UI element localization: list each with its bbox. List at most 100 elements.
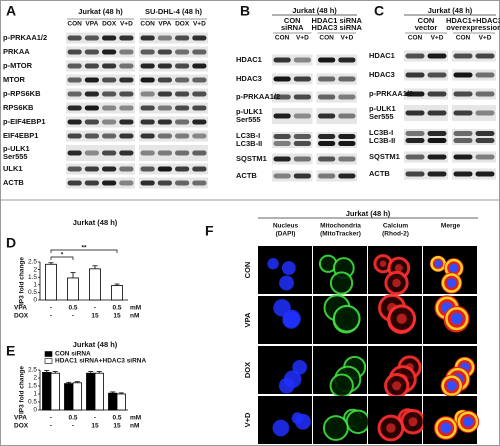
bar: [50, 372, 60, 411]
blot-band: [405, 171, 425, 177]
y-tick-label: 0: [33, 297, 37, 304]
row-label: LC3B-II: [369, 136, 395, 145]
blot-band: [405, 72, 425, 78]
group-title: siRNA: [281, 23, 304, 32]
blot-band: [140, 35, 155, 41]
panel-letter: C: [374, 3, 384, 19]
cell-core: [324, 260, 332, 267]
cell-core: [392, 278, 401, 288]
column-label: V+D: [296, 35, 309, 42]
blot-strip: [66, 32, 135, 44]
blot-band: [157, 91, 172, 97]
y-tick-label: 1.5: [28, 383, 37, 390]
blot-band: [405, 53, 425, 59]
blot-band: [475, 131, 495, 136]
column-label: V+D: [479, 35, 492, 42]
column-label: VPA: [85, 21, 98, 28]
row-label: ULK1: [3, 164, 23, 173]
blot-band: [318, 94, 336, 100]
blot-band: [140, 150, 155, 156]
blot-band: [84, 91, 99, 97]
blot-band: [192, 105, 207, 111]
blot-band: [119, 180, 134, 186]
row-label: HDAC3: [236, 74, 262, 83]
treatment-level: -: [50, 313, 52, 320]
row-label: MTOR: [3, 75, 26, 84]
bar: [89, 268, 101, 301]
blot-band: [405, 131, 425, 136]
blot-band: [157, 63, 172, 69]
blot-band: [102, 49, 117, 55]
blot-band: [119, 166, 134, 172]
blot-band: [157, 166, 172, 172]
channel-label: (Rhod-2): [382, 231, 409, 238]
blot-band: [293, 141, 311, 146]
panel-letter: A: [6, 3, 16, 19]
blot-band: [427, 171, 447, 177]
condition-label: V+D: [243, 412, 252, 427]
blot-band: [293, 76, 311, 82]
y-axis-label: IP3 fold change: [19, 366, 26, 414]
blot-band: [338, 173, 356, 179]
blot-band: [318, 141, 336, 146]
group-title: vector: [415, 23, 438, 32]
blot-band: [273, 57, 291, 63]
blot-band: [192, 77, 207, 83]
chart-title: Jurkat (48 h): [73, 218, 118, 227]
treatment-unit: nM: [130, 423, 139, 430]
blot-band: [192, 91, 207, 97]
blot-band: [67, 150, 82, 156]
blot-band: [119, 63, 134, 69]
cell-nucleus: [434, 260, 442, 268]
blot-strip: [139, 102, 208, 114]
blot-band: [119, 150, 134, 156]
nucleus: [281, 261, 296, 275]
blot-band: [140, 133, 155, 139]
cell-overlap: [435, 417, 457, 439]
blot-band: [175, 91, 190, 97]
y-tick-label: 1.5: [28, 274, 37, 281]
blot-band: [119, 77, 134, 83]
cell-core: [337, 381, 347, 391]
blot-strip: [316, 73, 357, 85]
bar: [45, 263, 57, 301]
blot-band: [273, 173, 291, 179]
row-label: ACTB: [236, 171, 257, 180]
blot-strip: [139, 46, 208, 58]
blot-band: [102, 180, 117, 186]
y-tick-label: 2: [33, 266, 37, 273]
treatment-level: 0.5: [112, 415, 121, 422]
blot-band: [338, 141, 356, 146]
bar: [116, 393, 126, 411]
blot-band: [102, 166, 117, 172]
blot-band: [84, 133, 99, 139]
row-label: p-MTOR: [3, 61, 33, 70]
blot-band: [273, 134, 291, 139]
row-label: ACTB: [369, 169, 390, 178]
row-label: p-PRKAA1/2: [369, 89, 413, 98]
y-tick-label: 0.5: [28, 289, 37, 296]
blot-band: [338, 76, 356, 82]
blot-band: [140, 166, 155, 172]
cell-core: [396, 313, 407, 324]
blot-band: [293, 113, 311, 119]
y-tick-label: 2: [33, 375, 37, 382]
blot-strip: [452, 151, 496, 163]
blot-strip: [139, 145, 208, 161]
row-label: p-ULK1: [369, 104, 396, 113]
treatment-level: 15: [91, 313, 99, 320]
y-tick-label: 1: [33, 282, 37, 289]
blot-band: [119, 91, 134, 97]
row-label: p-RPS6KB: [3, 89, 41, 98]
blot-band: [67, 119, 82, 125]
column-label: CON: [67, 21, 82, 28]
row-label: p-ULK1: [236, 107, 263, 116]
y-tick-label: 0.5: [28, 399, 37, 406]
bar: [72, 382, 82, 411]
sig-bracket: [50, 249, 118, 253]
sig-label: **: [81, 245, 87, 252]
blot-band: [338, 94, 356, 100]
cell-core: [379, 260, 387, 267]
panel-letter: F: [205, 223, 214, 239]
blot-strip: [316, 54, 357, 66]
